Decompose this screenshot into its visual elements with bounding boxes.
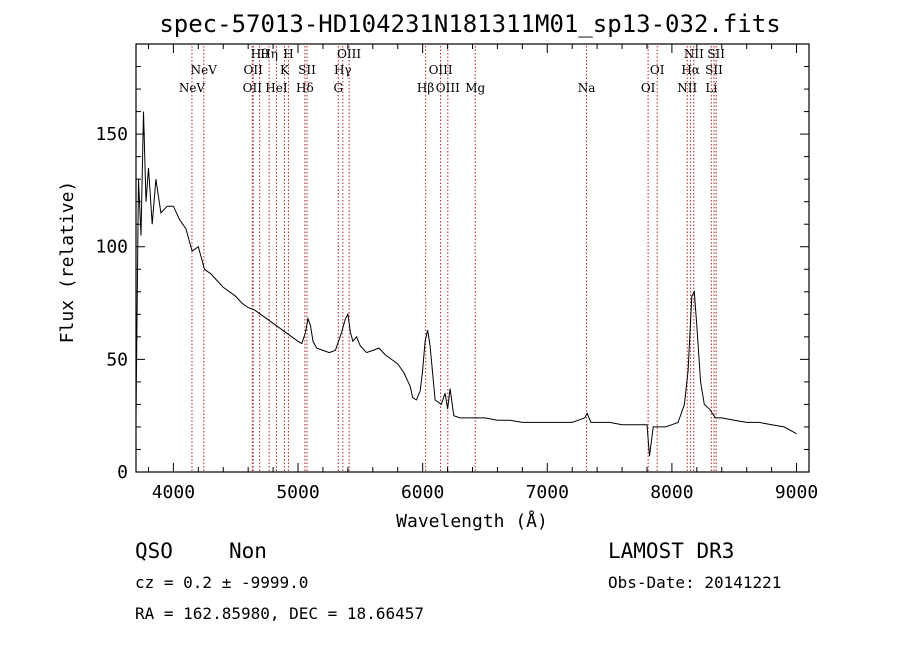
survey-name: LAMOST DR3 [608,539,734,563]
y-tick-label: 150 [95,124,128,145]
coordinates: RA = 162.85980, DEC = 18.66457 [135,604,424,623]
object-subclass: Non [229,539,267,563]
line-label-7: K [280,63,290,77]
line-label-25: SII [705,63,723,77]
line-label-13: OIII [337,47,361,61]
line-label-10: SII [298,63,316,77]
y-axis: 0 50 100 150 [95,66,809,483]
y-tick-label: 50 [106,349,128,370]
object-class: QSO [135,539,173,563]
x-axis: 4000 5000 6000 7000 8000 9000 [147,44,818,503]
line-label-16: OIII [436,81,460,95]
y-tick-label: 100 [95,237,128,258]
x-tick-label: 7000 [526,482,569,503]
redshift-info: cz = 0.2 ± -9999.0 [135,573,308,592]
line-label-12: Hγ [334,63,352,77]
line-label-5: Hη [260,47,278,61]
line-label-17: Mg [465,81,485,95]
line-label-23: NII [684,47,704,61]
line-label-9: Hδ [296,81,314,95]
line-label-26: SII [707,47,725,61]
x-tick-label: 5000 [276,482,319,503]
line-label-1: NeV [191,63,218,77]
line-label-0: NeV [179,81,206,95]
line-label-3: OII [243,63,263,77]
x-tick-label: 4000 [152,482,195,503]
line-label-15: OIII [429,63,453,77]
line-label-6: HeI [265,81,288,95]
x-tick-label: 8000 [650,482,693,503]
line-label-21: NII [677,81,697,95]
line-label-22: Hα [681,63,700,77]
spectrum-line [135,111,797,457]
x-tick-label: 9000 [775,482,818,503]
x-axis-label: Wavelength (Å) [396,510,548,532]
observation-date: Obs-Date: 20141221 [608,573,781,592]
line-label-11: G [333,81,343,95]
chart-title: spec-57013-HD104231N181311M01_sp13-032.f… [159,10,780,38]
line-label-20: OI [650,63,665,77]
line-label-14: Hβ [417,81,434,95]
x-tick-label: 6000 [401,482,444,503]
emission-line-markers [191,46,717,472]
line-label-4: Hθ [251,47,269,61]
line-label-24: Li [705,81,717,95]
line-label-18: Na [578,81,596,95]
line-label-19: OI [641,81,656,95]
y-axis-label: Flux (relative) [57,181,78,344]
line-label-2: OII [243,81,263,95]
emission-line-labels: NeVNeVOIIOIIHθHηHeIKHHδSIIGHγOIIIHβOIIIO… [179,47,725,95]
y-tick-label: 0 [117,462,128,483]
line-label-8: H [283,47,293,61]
